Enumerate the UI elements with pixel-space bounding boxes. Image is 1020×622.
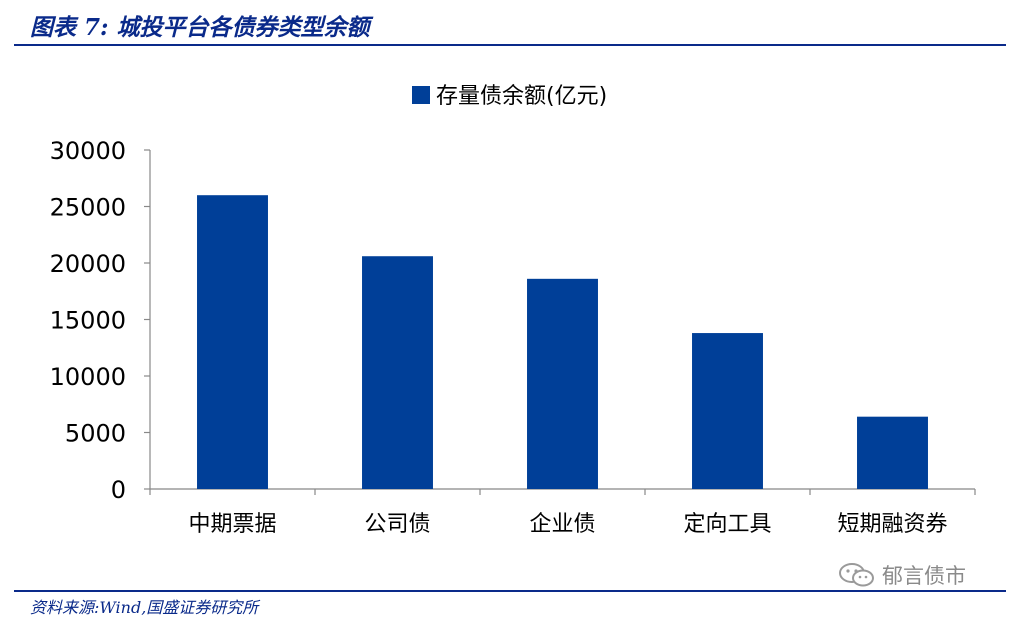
y-tick-label: 30000 — [50, 137, 126, 165]
bar — [197, 195, 268, 489]
x-tick-label: 企业债 — [529, 512, 595, 537]
top-rule — [14, 44, 1006, 46]
bars — [197, 195, 928, 489]
y-tick-label: 10000 — [50, 363, 126, 391]
bar — [692, 333, 763, 489]
bar — [857, 416, 928, 489]
legend: 存量债余额(亿元) — [412, 84, 607, 109]
wechat-icon — [839, 563, 874, 587]
watermark: 郁言债市 — [838, 560, 966, 590]
figure-title: 图表 7: 城投平台各债券类型余额 — [30, 14, 370, 41]
source-note: 资料来源:Wind,国盛证券研究所 — [30, 598, 259, 617]
y-tick-label: 20000 — [50, 250, 126, 278]
x-tick-label: 公司债 — [364, 512, 430, 537]
bar — [362, 256, 433, 489]
legend-swatch — [412, 86, 430, 104]
x-tick-label: 短期融资券 — [837, 512, 947, 537]
x-tick-label: 中期票据 — [188, 512, 276, 537]
y-tick-label: 25000 — [50, 194, 126, 222]
y-tick-label: 15000 — [50, 307, 126, 335]
y-tick-label: 5000 — [65, 420, 126, 448]
bar-chart: 存量债余额(亿元) 0 5000 10000 15000 20000 25000 30000… — [50, 84, 976, 537]
y-tick-label: 0 — [111, 476, 126, 504]
legend-label: 存量债余额(亿元) — [436, 84, 607, 109]
y-axis: 0 5000 10000 15000 20000 25000 30000 — [50, 137, 151, 504]
watermark-text: 郁言债市 — [882, 564, 966, 588]
bar — [527, 278, 598, 489]
x-axis: 中期票据 公司债 企业债 定向工具 短期融资券 — [149, 488, 976, 537]
x-tick-label: 定向工具 — [683, 512, 771, 537]
bottom-rule — [14, 590, 1006, 592]
